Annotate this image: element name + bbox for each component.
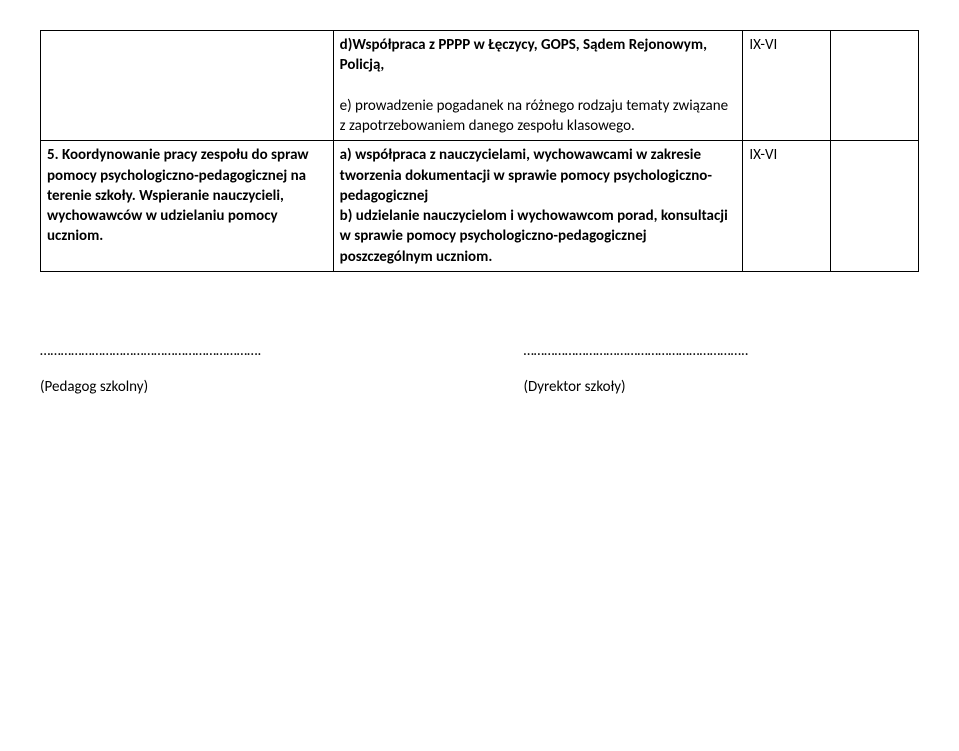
signature-line-right: ……………………………………………………….. [523,342,919,360]
signature-line-left: ………………………………………………………. [40,342,436,360]
footer: ………………………………………………………. (Pedagog szkolny)… [40,342,919,396]
cell-row2-col2: a) współpraca z nauczycielami, wychowawc… [333,141,743,272]
signature-label-left: (Pedagog szkolny) [40,378,436,396]
cell-row2-col3: IX-VI [743,141,831,272]
table-row: d)Współpraca z PPPP w Łęczycy, GOPS, Sąd… [41,31,919,141]
cell-row2-col1: 5. Koordynowanie pracy zespołu do spraw … [41,141,334,272]
cell-row1-col3: IX-VI [743,31,831,141]
footer-left: ………………………………………………………. (Pedagog szkolny) [40,342,436,396]
table-row: 5. Koordynowanie pracy zespołu do spraw … [41,141,919,272]
footer-right: ……………………………………………………….. (Dyrektor szkoły… [523,342,919,396]
plain-text: e) prowadzenie pogadanek na różnego rodz… [340,97,728,135]
cell-row2-col4 [831,141,919,272]
cell-row1-col1 [41,31,334,141]
cell-row1-col2: d)Współpraca z PPPP w Łęczycy, GOPS, Sąd… [333,31,743,141]
cell-row1-col4 [831,31,919,141]
signature-label-right: (Dyrektor szkoły) [523,378,919,396]
bold-text: d)Współpraca z PPPP w Łęczycy, GOPS, Sąd… [340,36,707,74]
document-table: d)Współpraca z PPPP w Łęczycy, GOPS, Sąd… [40,30,919,272]
